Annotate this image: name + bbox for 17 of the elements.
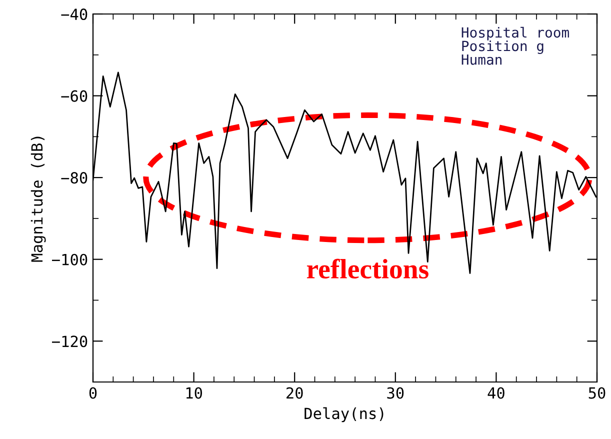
x-tick-label: 30 xyxy=(387,387,404,399)
annotation: reflections xyxy=(306,258,428,279)
annotation: Hospital room xyxy=(462,26,569,40)
x-tick-label: 20 xyxy=(286,387,303,399)
x-axis-title: Delay(ns) xyxy=(304,407,384,422)
y-axis-title: Magnitude (dB) xyxy=(30,136,46,262)
x-tick-label: 10 xyxy=(186,387,202,399)
x-tick-label: 0 xyxy=(89,387,97,399)
y-tick-label: −60 xyxy=(61,90,88,102)
x-tick-label: 40 xyxy=(488,387,504,399)
y-tick-label: −40 xyxy=(61,8,88,20)
y-tick-label: −80 xyxy=(61,172,88,184)
annotation: Position g xyxy=(462,40,544,54)
annotation: Human xyxy=(462,54,502,65)
x-tick-label: 50 xyxy=(588,387,606,399)
y-tick-label: −100 xyxy=(52,254,88,266)
y-tick-label: −120 xyxy=(52,336,88,348)
